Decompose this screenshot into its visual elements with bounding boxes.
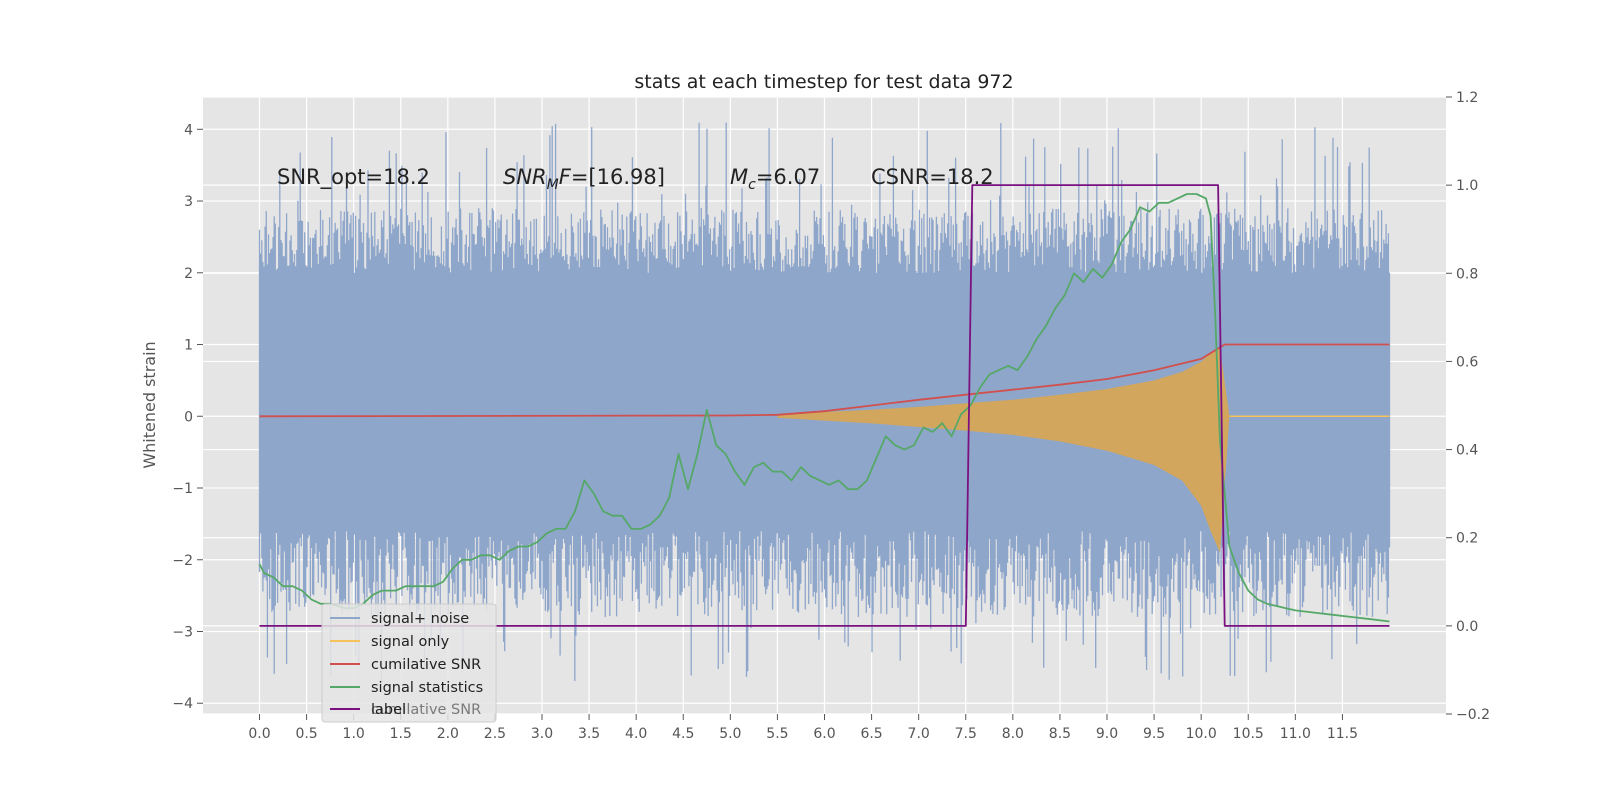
x-tick-label: 6.5: [860, 726, 882, 742]
series-label: [259, 184, 1390, 627]
y-axis-title: Whitened strain: [140, 341, 159, 468]
x-tick-label: 0.0: [248, 726, 270, 742]
x-tick-label: 2.0: [437, 726, 459, 742]
x-tick-label: 5.5: [766, 726, 788, 742]
legend-label-label: label: [371, 702, 406, 718]
x-tick-label: 5.0: [719, 726, 741, 742]
x-tick-label: 3.0: [531, 726, 553, 742]
y-tick-label: 2: [184, 266, 193, 282]
x-tick-label: 9.0: [1096, 726, 1118, 742]
series-signal-statistics: [258, 193, 1390, 623]
annotation-snr-mf: SNRMF=[16.98]: [503, 165, 665, 193]
y2-tick-label: 1.2: [1456, 90, 1478, 106]
legend-hidden-entry: cumilative SNR: [371, 702, 481, 718]
x-tick-label: 8.5: [1049, 726, 1071, 742]
x-tick-label: 11.0: [1280, 726, 1311, 742]
y2-tick-label: 0.8: [1456, 266, 1478, 282]
legend-entry-label: label: [330, 702, 406, 718]
legend-entry-signal-only: signal only: [330, 634, 450, 650]
annotation-mc: Mc=6.07: [730, 165, 820, 193]
x-tick-label: 2.5: [484, 726, 506, 742]
x-tick-label: 11.5: [1327, 726, 1358, 742]
legend-entry-signal-noise: signal+ noise: [330, 611, 469, 627]
legend-label-signal-noise: signal+ noise: [371, 611, 469, 627]
y2-tick-label: 0.0: [1456, 619, 1478, 635]
legend-box: [321, 603, 497, 723]
x-tick-label: 4.0: [625, 726, 647, 742]
y2-tick-label: −0.2: [1456, 707, 1490, 723]
annotations: SNR_opt=18.2 SNRMF=[16.98] Mc=6.07 CSNR=…: [277, 165, 994, 193]
series-cumulative-snr: [259, 343, 1390, 418]
legend: cumilative SNR signal+ noise signal only…: [321, 603, 497, 723]
y2-tick-label: 0.6: [1456, 354, 1478, 370]
annotation-snr-opt: SNR_opt=18.2: [277, 165, 430, 190]
plot-marks: [258, 122, 1391, 682]
x-tick-label: 4.5: [672, 726, 694, 742]
axes: 4 3 2 1 0 −1 −2 −3 −4 1.2 1.0 0.8 0.6 0.4 0.2 0.0 −0.2 0.…: [172, 90, 1490, 742]
y-tick-label: 1: [184, 338, 193, 354]
y-tick-label: 3: [184, 194, 193, 210]
legend-entry-signal-statistics: signal statistics: [330, 680, 483, 696]
y-tick-label: −2: [172, 553, 193, 569]
x-tick-label: 8.0: [1002, 726, 1024, 742]
legend-label-cumulative-snr: cumilative SNR: [371, 657, 481, 673]
y2-tick-label: 1.0: [1456, 178, 1478, 194]
annotation-csnr: CSNR=18.2: [871, 165, 994, 189]
y-tick-label: −1: [172, 481, 193, 497]
x-tick-label: 1.0: [343, 726, 365, 742]
x-tick-label: 0.5: [295, 726, 317, 742]
y-tick-label: 0: [184, 409, 193, 425]
chart-title: stats at each timestep for test data 972: [634, 71, 1013, 93]
x-tick-label: 1.5: [390, 726, 412, 742]
legend-label-signal-statistics: signal statistics: [371, 680, 483, 696]
x-tick-label: 6.0: [813, 726, 835, 742]
y2-tick-label: 0.2: [1456, 531, 1478, 547]
legend-label-signal-only: signal only: [371, 634, 450, 650]
x-tick-label: 10.5: [1233, 726, 1264, 742]
x-tick-label: 10.0: [1186, 726, 1217, 742]
x-tick-label: 7.0: [908, 726, 930, 742]
y-tick-label: −3: [172, 624, 193, 640]
x-tick-label: 3.5: [578, 726, 600, 742]
x-tick-label: 7.5: [955, 726, 977, 742]
x-tick-label: 9.5: [1143, 726, 1165, 742]
y-tick-label: 4: [184, 122, 193, 138]
series-signal-only: [777, 348, 1230, 553]
y2-tick-label: 0.4: [1456, 443, 1478, 459]
legend-entry-cumulative-snr: cumilative SNR: [330, 657, 481, 673]
y-tick-label: −4: [172, 696, 193, 712]
